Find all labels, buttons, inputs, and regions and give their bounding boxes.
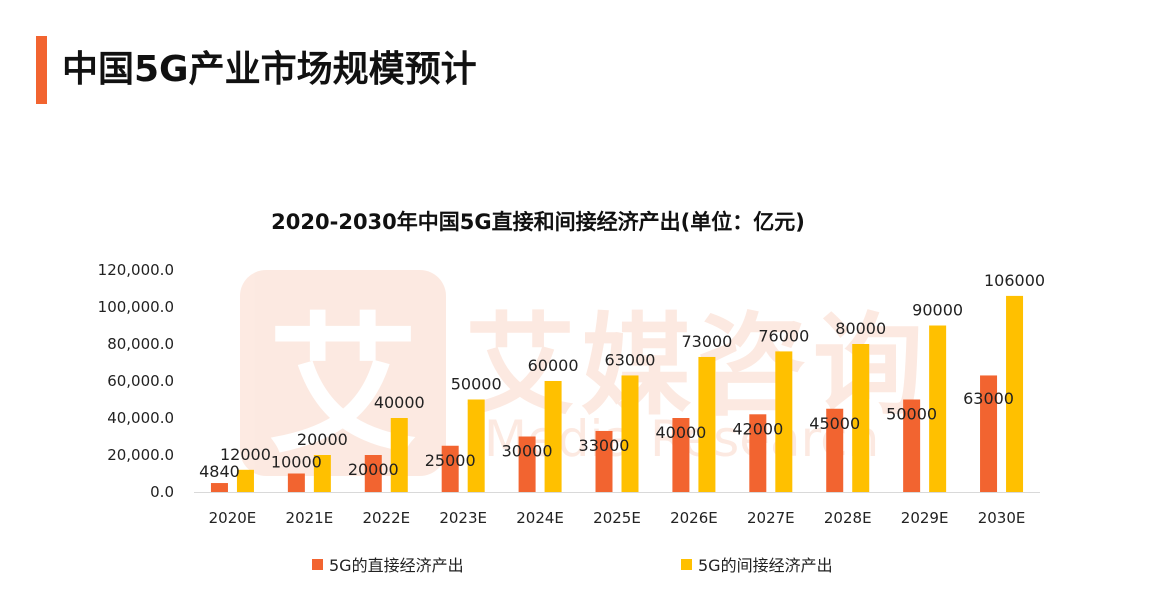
bar-indirect [698, 356, 716, 492]
bar-direct [287, 473, 305, 492]
data-label-indirect: 40000 [374, 393, 425, 412]
data-label-indirect: 63000 [605, 350, 656, 369]
x-tick-label: 2026E [670, 509, 718, 527]
page-title: 中国5G产业市场规模预计 [62, 49, 477, 90]
data-label-indirect: 60000 [528, 356, 579, 375]
bar-direct [749, 414, 767, 492]
chart-title: 2020-2030年中国5G直接和间接经济产出(单位：亿元) [271, 210, 805, 234]
bar-indirect [775, 351, 793, 492]
bar-direct [210, 483, 228, 492]
data-label-direct: 33000 [579, 436, 630, 455]
data-label-indirect: 106000 [984, 271, 1045, 290]
bar-indirect [1006, 295, 1024, 492]
data-label-indirect: 73000 [681, 332, 732, 351]
bar-direct [903, 399, 921, 492]
bar-direct [518, 436, 536, 492]
bar-indirect [544, 381, 562, 492]
legend-label-indirect: 5G的间接经济产出 [698, 556, 833, 575]
y-tick-label: 60,000.0 [107, 372, 174, 390]
x-tick-label: 2025E [593, 509, 641, 527]
y-tick-label: 20,000.0 [107, 446, 174, 464]
bar-indirect [929, 325, 947, 492]
data-label-direct: 42000 [732, 419, 783, 438]
data-label-direct: 25000 [425, 451, 476, 470]
bar-direct [672, 418, 690, 492]
bar-indirect [390, 418, 408, 492]
y-tick-label: 100,000.0 [98, 298, 174, 316]
x-tick-label: 2023E [439, 509, 487, 527]
data-label-direct: 20000 [348, 460, 399, 479]
legend-swatch-indirect [681, 558, 692, 570]
bar-direct [595, 430, 613, 492]
x-tick-label: 2022E [362, 509, 410, 527]
data-label-direct: 10000 [271, 453, 322, 472]
y-tick-label: 40,000.0 [107, 409, 174, 427]
y-tick-label: 120,000.0 [98, 261, 174, 279]
data-label-direct: 63000 [963, 389, 1014, 408]
x-tick-label: 2029E [901, 509, 949, 527]
data-label-direct: 40000 [655, 423, 706, 442]
bar-direct [826, 408, 844, 492]
bar-indirect [236, 469, 254, 492]
data-label-indirect: 50000 [451, 375, 502, 394]
bar-indirect [621, 375, 639, 492]
x-tick-label: 2028E [824, 509, 872, 527]
data-label-indirect: 90000 [912, 301, 963, 320]
title-accent-bar [36, 36, 47, 104]
bar-direct [441, 445, 459, 492]
legend-item-indirect: 5G的间接经济产出 [681, 552, 833, 576]
x-tick-label: 2020E [209, 509, 257, 527]
y-tick-label: 80,000.0 [107, 335, 174, 353]
bar-indirect [313, 455, 331, 492]
data-label-direct: 4840 [199, 462, 240, 481]
x-tick-label: 2030E [978, 509, 1026, 527]
data-label-direct: 45000 [809, 414, 860, 433]
data-label-direct: 30000 [502, 442, 553, 461]
data-label-indirect: 80000 [835, 319, 886, 338]
y-tick-label: 0.0 [150, 483, 174, 501]
data-label-indirect: 20000 [297, 430, 348, 449]
bar-indirect [467, 399, 485, 492]
legend-item-direct: 5G的直接经济产出 [312, 552, 464, 576]
legend-label-direct: 5G的直接经济产出 [329, 556, 464, 575]
data-label-direct: 50000 [886, 405, 937, 424]
bar-indirect [852, 344, 870, 492]
bar-direct [980, 375, 998, 492]
bar-direct [364, 455, 382, 492]
legend-swatch-direct [312, 558, 323, 570]
x-tick-label: 2024E [516, 509, 564, 527]
x-tick-label: 2021E [286, 509, 334, 527]
data-label-indirect: 76000 [758, 326, 809, 345]
x-tick-label: 2027E [747, 509, 795, 527]
data-label-indirect: 12000 [220, 445, 271, 464]
